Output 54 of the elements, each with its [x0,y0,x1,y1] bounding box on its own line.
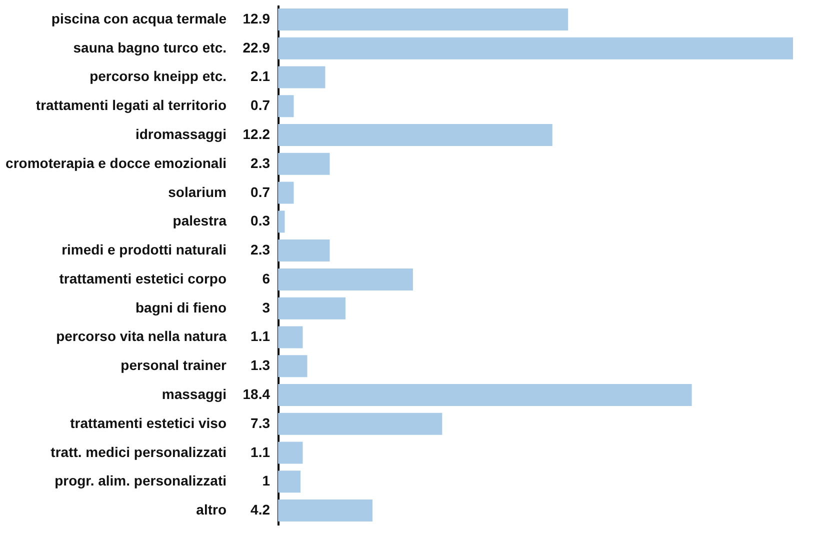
data-label: 18.4 [242,386,270,402]
data-label: 22.9 [242,39,270,56]
data-label: 2.3 [250,154,270,171]
bar [278,124,552,146]
y-tick-label: tratt. medici personalizzati [50,444,226,460]
data-label: 1 [262,472,270,489]
bar [278,95,294,118]
data-label: 12.2 [242,126,270,142]
data-label: 6 [262,270,270,286]
bar [278,66,326,88]
y-tick-label: trattamenti estetici corpo [59,270,226,286]
bar [278,442,303,464]
data-label: 2.1 [250,68,270,84]
y-tick-label: cromoterapia e docce emozionali [6,154,226,171]
y-tick-label: trattamenti estetici viso [70,414,226,431]
data-label: 0.3 [250,212,270,229]
y-tick-label: palestra [172,212,227,229]
bar [278,8,568,30]
data-label: 1.1 [250,328,270,344]
bar [278,297,346,320]
data-label: 4.2 [250,502,270,518]
data-label: 1.3 [250,357,270,374]
data-label: 2.3 [250,242,270,258]
y-tick-label: idromassaggi [135,126,226,142]
bar [278,182,294,204]
data-label: 12.9 [242,10,270,26]
y-tick-label: altro [196,502,226,518]
y-tick-label: piscina con acqua termale [51,10,227,26]
bar [278,37,793,60]
y-tick-label: progr. alim. personalizzati [54,472,226,489]
data-label: 0.7 [250,97,270,114]
data-label: 0.7 [250,184,270,200]
bar [278,268,413,290]
y-tick-label: rimedi e prodotti naturali [62,242,226,258]
bar [278,412,442,435]
y-tick-label: sauna bagno turco etc. [73,39,226,56]
y-tick-label: trattamenti legati al territorio [36,97,226,114]
data-label: 7.3 [250,414,270,431]
bar [278,355,308,378]
y-tick-label: percorso kneipp etc. [90,68,226,84]
bar [278,152,330,175]
y-tick-label: solarium [168,184,226,200]
data-label: 3 [262,299,270,316]
y-tick-label: percorso vita nella natura [56,328,227,344]
bar [278,240,330,262]
bar [278,326,303,348]
bar [278,470,300,493]
bar [278,500,372,522]
y-tick-label: personal trainer [120,357,228,374]
bar [278,384,692,406]
bar [278,210,285,233]
y-tick-label: bagni di fieno [136,299,226,316]
data-label: 1.1 [250,444,270,460]
y-tick-label: massaggi [162,386,226,402]
